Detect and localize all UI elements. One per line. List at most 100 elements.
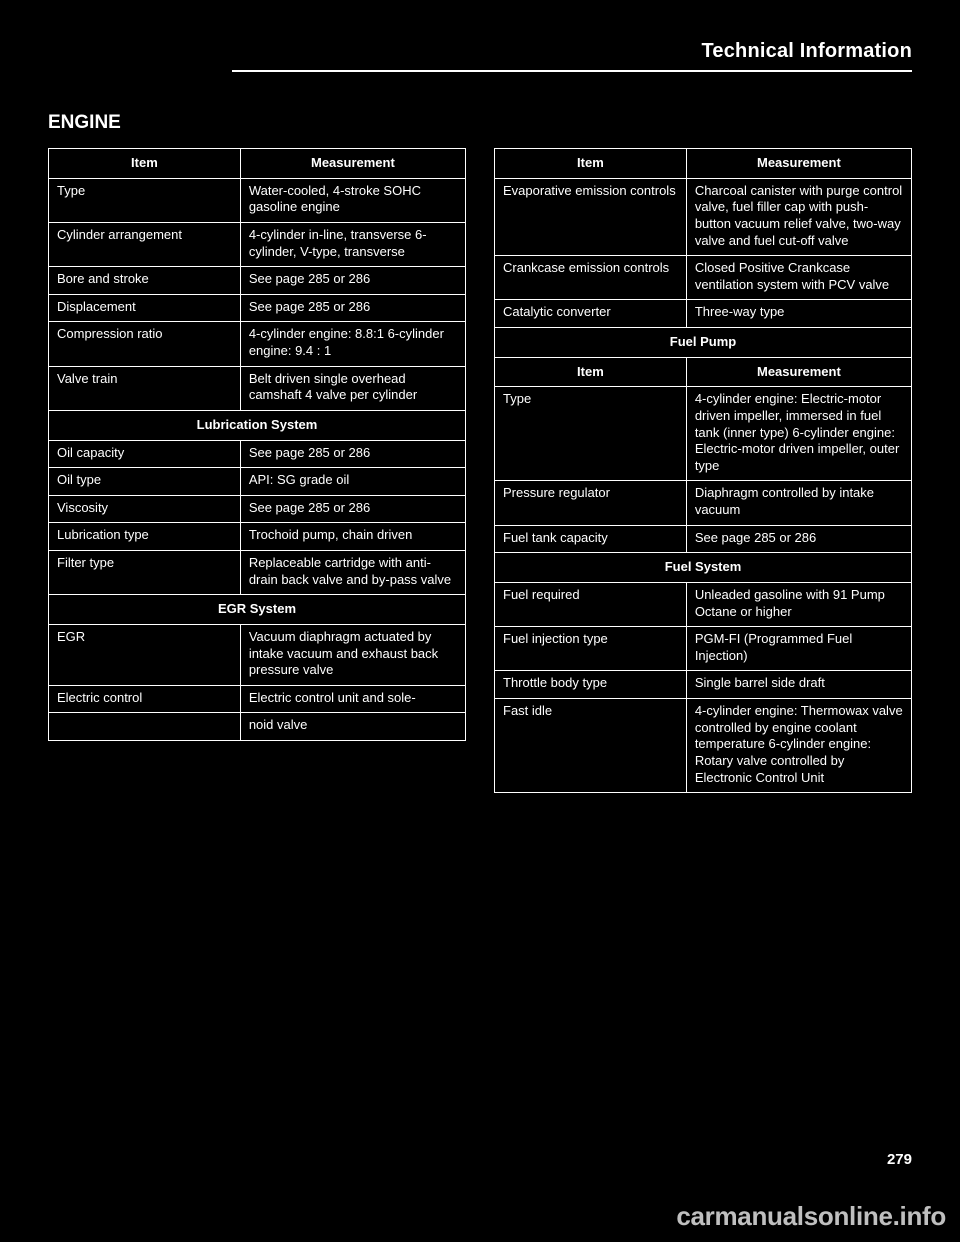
table-row: Fuel tank capacitySee page 285 or 286 [495,525,912,553]
table-row: Evaporative emission controlsCharcoal ca… [495,178,912,256]
table-cell: Item [495,357,687,387]
header: Technical Information [48,40,912,78]
table-cell: Charcoal canister with purge control val… [686,178,911,256]
table-cell: Electric control unit and sole- [240,685,465,713]
table-cell: 4-cylinder engine: Electric-motor driven… [686,387,911,481]
page-root: Technical Information ENGINE ItemMeasure… [0,0,960,1242]
table-cell: See page 285 or 286 [240,267,465,295]
table-cell: Valve train [49,366,241,410]
section-title: ENGINE [48,112,912,134]
table-cell: See page 285 or 286 [240,440,465,468]
table-cell: Belt driven single overhead camshaft 4 v… [240,366,465,410]
table-row: Type4-cylinder engine: Electric-motor dr… [495,387,912,481]
table-row: Fuel injection typePGM-FI (Programmed Fu… [495,627,912,671]
header-rule [232,70,912,72]
table-row: Pressure regulatorDiaphragm controlled b… [495,481,912,525]
page-number: 279 [887,1151,912,1168]
table-cell: Displacement [49,294,241,322]
right-column: ItemMeasurementEvaporative emission cont… [494,148,912,793]
table-cell: Diaphragm controlled by intake vacuum [686,481,911,525]
header-title: Technical Information [701,40,912,63]
table-section-cell: Fuel System [495,553,912,583]
table-row: Throttle body typeSingle barrel side dra… [495,671,912,699]
table-cell: 4-cylinder engine: Thermowax valve contr… [686,699,911,793]
table-cell: Measurement [686,149,911,179]
table-cell: 4-cylinder engine: 8.8:1 6-cylinder engi… [240,322,465,366]
table-row: Bore and strokeSee page 285 or 286 [49,267,466,295]
table-cell: Crankcase emission controls [495,256,687,300]
table-cell: Unleaded gasoline with 91 Pump Octane or… [686,582,911,626]
table-cell [49,713,241,741]
table-cell: Filter type [49,551,241,595]
table-cell: See page 285 or 286 [240,495,465,523]
table-cell: Closed Positive Crankcase ventilation sy… [686,256,911,300]
table-row: Crankcase emission controlsClosed Positi… [495,256,912,300]
table-cell: Replaceable cartridge with anti-drain ba… [240,551,465,595]
table-cell: Compression ratio [49,322,241,366]
table-row: Oil capacitySee page 285 or 286 [49,440,466,468]
table-row: noid valve [49,713,466,741]
table-cell: noid valve [240,713,465,741]
table-section-cell: Lubrication System [49,410,466,440]
table-cell: Oil capacity [49,440,241,468]
table-cell: Catalytic converter [495,300,687,328]
table-row: Lubrication System [49,410,466,440]
table-cell: Measurement [240,149,465,179]
table-row: Fuel requiredUnleaded gasoline with 91 P… [495,582,912,626]
table-cell: Type [495,387,687,481]
table-cell: EGR [49,624,241,685]
table-cell: Item [495,149,687,179]
table-section-cell: Fuel Pump [495,328,912,358]
left-table: ItemMeasurementTypeWater-cooled, 4-strok… [48,148,466,741]
table-cell: Single barrel side draft [686,671,911,699]
table-cell: Cylinder arrangement [49,222,241,266]
table-row: Lubrication typeTrochoid pump, chain dri… [49,523,466,551]
table-cell: API: SG grade oil [240,468,465,496]
table-row: ItemMeasurement [49,149,466,179]
table-cell: Fuel required [495,582,687,626]
table-row: EGRVacuum diaphragm actuated by intake v… [49,624,466,685]
table-cell: Oil type [49,468,241,496]
table-row: ViscositySee page 285 or 286 [49,495,466,523]
table-section-cell: EGR System [49,595,466,625]
table-cell: Vacuum diaphragm actuated by intake vacu… [240,624,465,685]
left-column: ItemMeasurementTypeWater-cooled, 4-strok… [48,148,466,793]
table-row: Fuel System [495,553,912,583]
table-cell: Fast idle [495,699,687,793]
watermark: carmanualsonline.info [676,1201,946,1232]
table-row: Catalytic converterThree-way type [495,300,912,328]
table-cell: Pressure regulator [495,481,687,525]
table-row: TypeWater-cooled, 4-stroke SOHC gasoline… [49,178,466,222]
table-cell: Three-way type [686,300,911,328]
table-cell: See page 285 or 286 [240,294,465,322]
table-cell: Electric control [49,685,241,713]
right-table: ItemMeasurementEvaporative emission cont… [494,148,912,793]
table-cell: Throttle body type [495,671,687,699]
table-cell: Trochoid pump, chain driven [240,523,465,551]
table-row: Filter typeReplaceable cartridge with an… [49,551,466,595]
table-row: Cylinder arrangement4-cylinder in-line, … [49,222,466,266]
table-cell: 4-cylinder in-line, transverse 6-cylinde… [240,222,465,266]
table-row: ItemMeasurement [495,357,912,387]
table-cell: PGM-FI (Programmed Fuel Injection) [686,627,911,671]
table-cell: Measurement [686,357,911,387]
table-row: Valve trainBelt driven single overhead c… [49,366,466,410]
table-row: Electric controlElectric control unit an… [49,685,466,713]
table-cell: Lubrication type [49,523,241,551]
table-row: Fast idle4-cylinder engine: Thermowax va… [495,699,912,793]
table-row: EGR System [49,595,466,625]
table-cell: Bore and stroke [49,267,241,295]
table-cell: Fuel tank capacity [495,525,687,553]
table-row: Fuel Pump [495,328,912,358]
table-cell: Water-cooled, 4-stroke SOHC gasoline eng… [240,178,465,222]
table-cell: Evaporative emission controls [495,178,687,256]
table-row: Oil typeAPI: SG grade oil [49,468,466,496]
table-cell: Viscosity [49,495,241,523]
table-row: ItemMeasurement [495,149,912,179]
table-cell: Item [49,149,241,179]
table-cell: Fuel injection type [495,627,687,671]
table-row: DisplacementSee page 285 or 286 [49,294,466,322]
table-cell: Type [49,178,241,222]
columns: ItemMeasurementTypeWater-cooled, 4-strok… [48,148,912,793]
table-cell: See page 285 or 286 [686,525,911,553]
